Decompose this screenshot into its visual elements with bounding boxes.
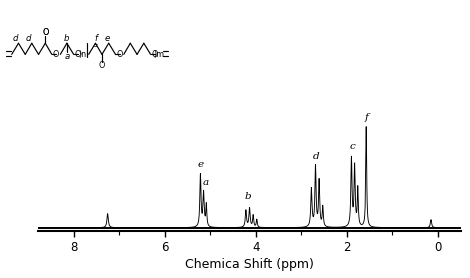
Text: b: b (64, 34, 70, 43)
Text: c: c (350, 142, 355, 151)
Text: O: O (42, 28, 48, 37)
Text: d: d (26, 34, 31, 43)
Text: e: e (197, 160, 204, 169)
Text: f: f (365, 113, 368, 121)
Text: )m: )m (153, 49, 164, 59)
Text: d: d (313, 152, 319, 161)
Text: O: O (42, 28, 48, 37)
Text: O: O (75, 49, 81, 59)
Text: O: O (53, 49, 59, 59)
Text: f: f (94, 34, 97, 43)
Text: e: e (105, 34, 110, 43)
Text: O: O (116, 49, 123, 59)
Text: )n: )n (78, 49, 86, 59)
X-axis label: Chemica Shift (ppm): Chemica Shift (ppm) (185, 258, 313, 271)
Text: O: O (99, 61, 105, 70)
Text: a: a (203, 178, 209, 187)
Text: O: O (151, 49, 158, 59)
Text: a: a (64, 52, 70, 61)
Text: d: d (12, 34, 18, 43)
Text: b: b (244, 192, 251, 202)
